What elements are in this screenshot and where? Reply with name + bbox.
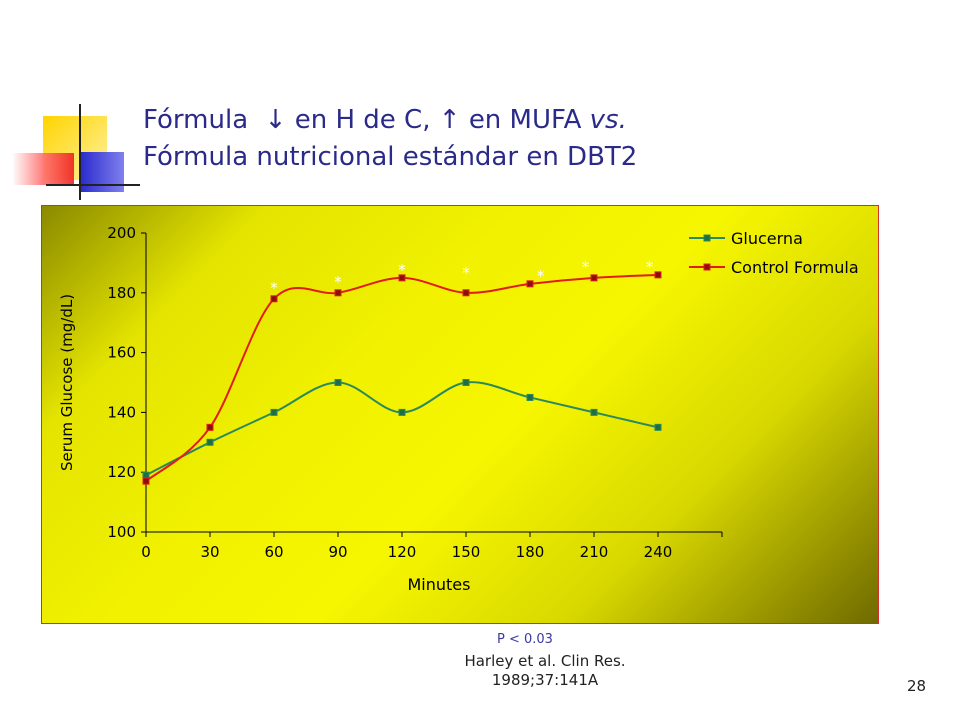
title-text-formula: Fórmula — [143, 105, 249, 135]
data-point-glucerna — [142, 471, 150, 479]
x-tick-label: 150 — [452, 543, 481, 561]
title-text-mufa: en MUFA — [468, 105, 582, 135]
significance-asterisk: * — [462, 264, 470, 282]
data-point-glucerna — [526, 393, 534, 401]
series-line-control-formula — [145, 273, 659, 482]
x-tick-label: 0 — [141, 543, 151, 561]
y-tick-label: 120 — [107, 463, 136, 481]
data-point-glucerna — [398, 408, 406, 416]
series-line-glucerna — [145, 381, 659, 477]
y-tick-label: 140 — [107, 403, 136, 421]
p-value-note: P < 0.03 — [497, 632, 553, 647]
legend-marker-glucerna — [703, 234, 711, 242]
glucose-line-chart: 100 120 140 160 180 200 0 30 60 90 120 150 180 210 240… — [58, 224, 859, 594]
up-arrow-icon: ↑ — [438, 105, 461, 135]
legend-label-glucerna: Glucerna — [731, 229, 803, 248]
data-point-control-formula — [398, 274, 406, 282]
data-point-glucerna — [334, 379, 342, 386]
legend-marker-control-formula — [703, 263, 711, 271]
y-tick-label: 100 — [107, 523, 136, 541]
decorative-corner-graphic — [12, 104, 140, 200]
citation-line-2: 1989;37:141A — [491, 671, 599, 689]
data-point-control-formula — [334, 289, 342, 297]
citation-line-1: Harley et al. Clin Res. — [464, 652, 626, 670]
y-axis-label: Serum Glucose (mg/dL) — [58, 294, 76, 471]
slide-number: 28 — [907, 677, 927, 695]
chart-panel: 100 120 140 160 180 200 0 30 60 90 120 150 180 210 240… — [41, 205, 879, 624]
significance-asterisk: * — [582, 258, 590, 276]
significance-asterisk: * — [646, 258, 654, 276]
slide-title-line-2: Fórmula nutricional estándar en DBT2 — [143, 142, 638, 172]
data-point-control-formula — [206, 423, 214, 431]
legend-label-control-formula: Control Formula — [731, 258, 859, 277]
x-tick-label: 90 — [328, 543, 347, 561]
data-point-control-formula — [526, 280, 534, 288]
title-text-hdec: en H de C, — [294, 105, 431, 135]
data-point-glucerna — [462, 379, 470, 386]
data-point-control-formula — [462, 289, 470, 297]
significance-asterisk: * — [270, 279, 278, 297]
citation: Harley et al. Clin Res. 1989;37:141A — [430, 652, 660, 690]
y-tick-label: 200 — [107, 224, 136, 242]
x-tick-label: 30 — [200, 543, 219, 561]
title-text-vs: vs. — [589, 105, 627, 135]
x-tick-label: 180 — [516, 543, 545, 561]
x-tick-label: 60 — [264, 543, 283, 561]
down-arrow-icon: ↓ — [264, 105, 287, 135]
data-point-glucerna — [270, 408, 278, 416]
slide-title-line-1: Fórmula ↓ en H de C, ↑ en MUFA vs. — [143, 105, 627, 135]
significance-asterisk: * — [398, 261, 406, 279]
x-tick-label: 120 — [388, 543, 417, 561]
y-tick-label: 160 — [107, 344, 136, 362]
data-point-control-formula — [590, 274, 598, 282]
data-point-control-formula — [142, 477, 150, 485]
x-tick-label: 240 — [644, 543, 673, 561]
y-tick-label: 180 — [107, 284, 136, 302]
data-point-glucerna — [206, 438, 214, 446]
data-point-glucerna — [590, 408, 598, 416]
data-point-glucerna — [654, 423, 662, 431]
significance-asterisk: * — [537, 267, 545, 285]
data-point-control-formula — [270, 295, 278, 303]
significance-asterisk: * — [334, 273, 342, 291]
data-point-control-formula — [654, 271, 662, 279]
red-square — [12, 153, 74, 185]
x-tick-label: 210 — [580, 543, 609, 561]
x-axis-label: Minutes — [408, 575, 471, 594]
